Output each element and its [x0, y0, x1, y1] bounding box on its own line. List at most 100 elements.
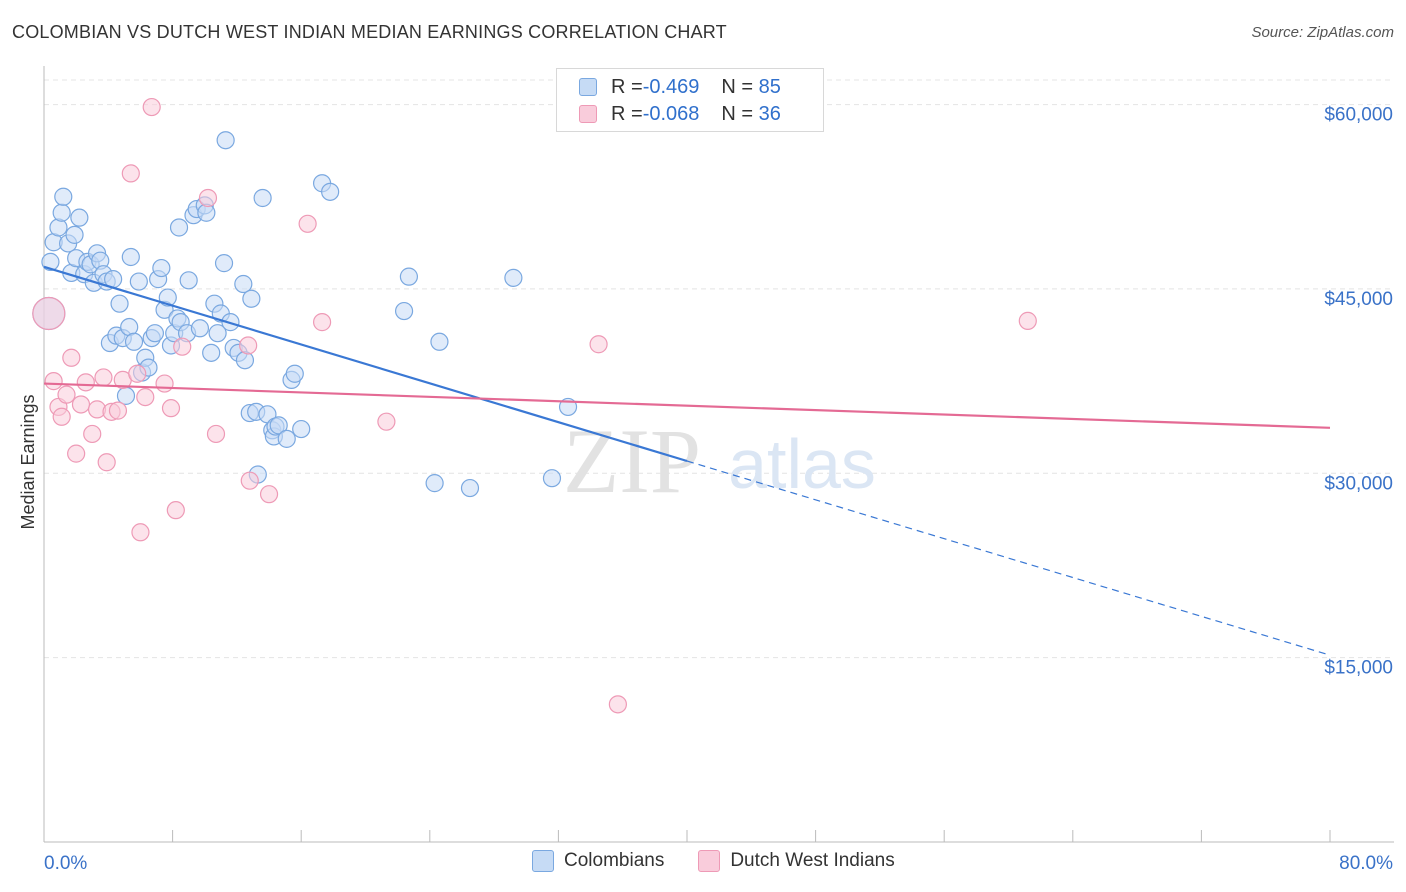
data-point	[57, 385, 76, 404]
watermark-atlas: atlas	[728, 425, 876, 503]
data-point	[94, 368, 113, 387]
data-point	[71, 395, 91, 414]
legend-label-colombians: Colombians	[564, 850, 665, 871]
legend-n-label: N =	[721, 75, 759, 98]
legend-r-label: R =	[611, 102, 643, 125]
legend-swatch-pink	[698, 850, 721, 872]
data-point	[110, 294, 129, 313]
chart-source: Source: ZipAtlas.com	[1251, 24, 1394, 41]
data-point	[49, 218, 68, 237]
legend-n-label: N =	[721, 102, 759, 125]
data-point	[425, 474, 444, 493]
data-point	[169, 218, 189, 237]
data-point	[97, 453, 116, 472]
series-colombians-points	[32, 131, 578, 498]
data-point	[83, 424, 102, 444]
data-point	[52, 203, 71, 222]
legend-r-value: -0.469	[642, 75, 700, 98]
data-point	[206, 424, 226, 444]
legend-swatch-blue	[579, 78, 597, 96]
legend-row-colombians: R = -0.469 N = 85	[579, 75, 781, 99]
y-tick-label: $45,000	[1324, 289, 1393, 310]
data-point	[121, 247, 140, 267]
data-point	[285, 364, 304, 383]
data-point	[152, 258, 171, 278]
data-point	[67, 444, 86, 463]
data-point	[430, 332, 449, 351]
legend-row-dutch-west-indians: R = -0.068 N = 36	[579, 102, 781, 126]
data-point	[253, 188, 272, 208]
data-point	[292, 419, 311, 439]
data-point	[321, 182, 340, 201]
data-point	[124, 332, 144, 351]
y-tick-label: $30,000	[1324, 473, 1393, 494]
data-point	[234, 274, 253, 294]
data-point	[198, 188, 218, 208]
series-legend: Colombians Dutch West Indians	[532, 850, 929, 872]
data-point	[394, 301, 414, 321]
data-point	[208, 324, 227, 343]
y-tick-label: $15,000	[1324, 658, 1393, 679]
y-tick-label: $60,000	[1324, 105, 1393, 126]
data-point	[44, 372, 63, 391]
data-point	[504, 268, 523, 287]
data-point	[142, 97, 161, 117]
series-dutch-west-indians-points	[32, 97, 1037, 714]
legend-n-value: 85	[758, 75, 781, 98]
data-point	[166, 501, 185, 520]
data-point	[216, 131, 235, 150]
trend-line	[43, 265, 688, 463]
data-point	[128, 364, 147, 383]
data-point	[589, 335, 608, 354]
data-point	[70, 208, 89, 227]
data-point	[277, 429, 296, 448]
legend-swatch-pink	[579, 105, 597, 123]
data-point	[298, 214, 317, 233]
data-point	[62, 348, 81, 367]
data-point	[239, 336, 258, 355]
data-point	[377, 412, 396, 431]
data-point	[608, 695, 627, 714]
chart-title: COLOMBIAN VS DUTCH WEST INDIAN MEDIAN EA…	[12, 22, 727, 42]
data-point	[399, 267, 419, 286]
data-point	[173, 337, 192, 356]
trend-line-extension	[686, 460, 1331, 656]
legend-item-dutch-west-indians[interactable]: Dutch West Indians	[698, 850, 895, 872]
data-point	[129, 272, 148, 291]
legend-item-colombians[interactable]: Colombians	[532, 850, 664, 872]
y-tick-labels: $15,000 $30,000 $45,000 $60,000	[1324, 105, 1393, 679]
data-point	[179, 271, 198, 290]
trend-line	[43, 382, 1331, 429]
data-point	[161, 399, 181, 418]
data-point	[242, 289, 261, 308]
data-point	[108, 401, 128, 420]
data-point	[32, 296, 66, 331]
data-point	[460, 478, 480, 498]
data-point	[214, 254, 234, 273]
data-point	[54, 187, 73, 206]
data-point	[131, 523, 150, 542]
data-point	[269, 416, 288, 435]
data-point	[155, 374, 174, 393]
y-axis-label: Median Earnings	[18, 394, 38, 529]
legend-n-value: 36	[758, 102, 781, 125]
legend-r-value: -0.068	[642, 102, 700, 125]
trend-lines	[43, 265, 1331, 656]
data-point	[1018, 311, 1037, 330]
data-point	[121, 164, 140, 183]
legend-r-label: R =	[611, 75, 643, 98]
data-point	[240, 471, 259, 490]
axes	[43, 66, 1394, 843]
data-point	[52, 407, 71, 426]
x-tick-labels: 0.0% 80.0%	[44, 853, 1393, 874]
legend-label-dutch-west-indians: Dutch West Indians	[730, 850, 895, 871]
watermark-zip: ZIP	[563, 410, 701, 512]
legend-swatch-blue	[532, 850, 554, 872]
data-point	[235, 351, 255, 370]
data-point	[41, 252, 60, 271]
data-point	[136, 387, 155, 407]
data-point	[190, 319, 210, 338]
data-point	[542, 469, 562, 488]
data-point	[145, 324, 165, 343]
